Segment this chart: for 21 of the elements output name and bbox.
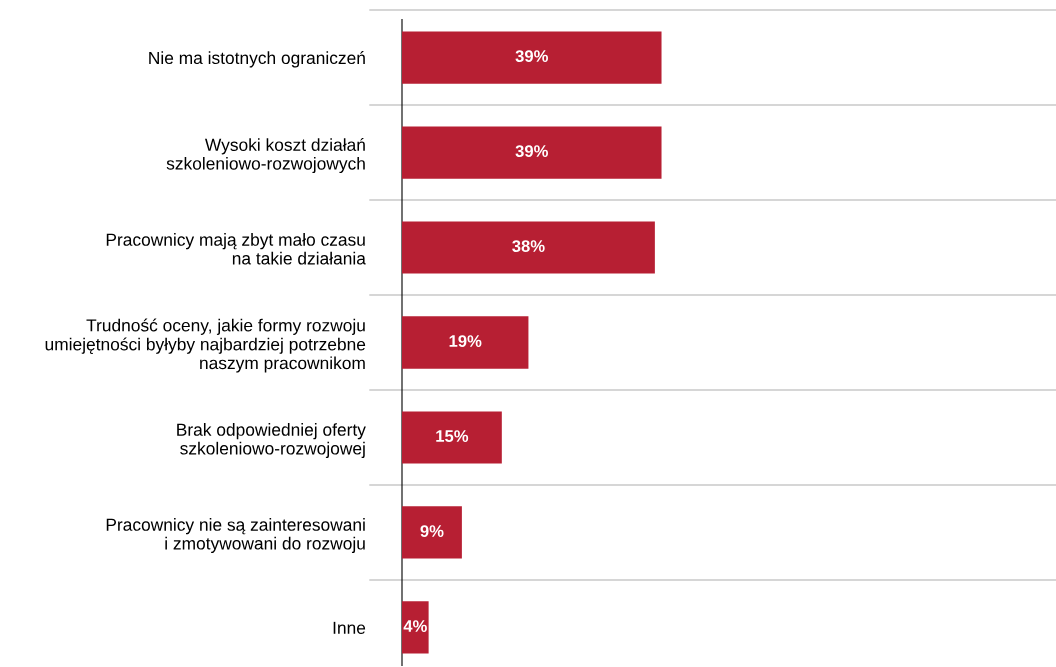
data-label: 38% bbox=[512, 240, 545, 252]
y-tick-label: Trudność oceny, jakie formy rozwoju umiejętności byłyby najbardziej potrzebne naszym pracownikom bbox=[45, 318, 366, 373]
data-label: 39% bbox=[515, 50, 548, 62]
y-tick-label: Pracownicy nie są zainteresowani i zmotywowani do rozwoju bbox=[106, 518, 365, 554]
bar bbox=[402, 126, 662, 179]
bar bbox=[402, 221, 655, 274]
bar bbox=[402, 411, 502, 464]
y-tick-label: Pracownicy mają zbyt mało czasu na takie działania bbox=[106, 233, 366, 265]
y-tick-label: Brak odpowiedniej oferty szkoleniowo-rozwojowej bbox=[177, 423, 366, 458]
bar bbox=[402, 31, 662, 84]
bar bbox=[402, 506, 462, 559]
data-label: 4% bbox=[403, 620, 427, 632]
y-tick-label: Inne bbox=[333, 621, 366, 634]
y-tick-label: Nie ma istotnych ograniczeń bbox=[149, 51, 365, 68]
data-label: 39% bbox=[515, 145, 548, 157]
data-label: 19% bbox=[449, 335, 482, 347]
bar bbox=[402, 316, 529, 369]
data-label: 9% bbox=[420, 525, 444, 537]
bar bbox=[402, 601, 429, 654]
data-label: 15% bbox=[436, 430, 469, 442]
y-tick-label: Wysoki koszt działań szkoleniowo-rozwojowych bbox=[166, 138, 365, 174]
